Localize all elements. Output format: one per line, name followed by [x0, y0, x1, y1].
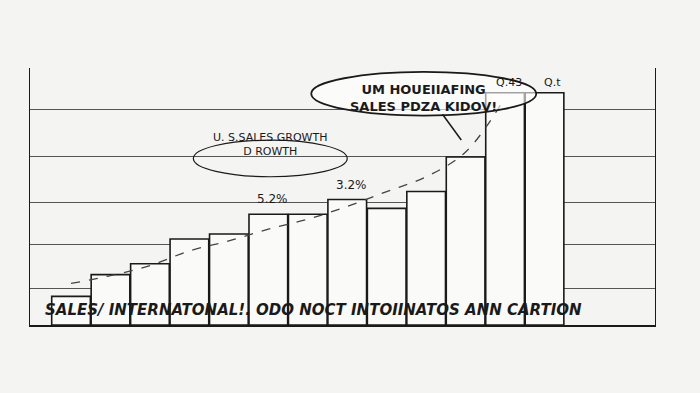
- svg-text:3.2%: 3.2%: [336, 178, 367, 192]
- svg-text:UM HOUEIIAFINGSALES PDZA KIDOV: UM HOUEIIAFINGSALES PDZA KIDOV!: [350, 82, 497, 114]
- svg-text:5.2%: 5.2%: [257, 192, 288, 206]
- svg-text:Q.t: Q.t: [544, 76, 561, 89]
- svg-text:U. S.SALES GROWTHD ROWTH: U. S.SALES GROWTHD ROWTH: [213, 131, 328, 158]
- svg-text:Q.43: Q.43: [496, 76, 522, 89]
- svg-text:SALES/ INTERNATONAL!. ODO NOCT: SALES/ INTERNATONAL!. ODO NOCT INTOIINAT…: [45, 301, 582, 319]
